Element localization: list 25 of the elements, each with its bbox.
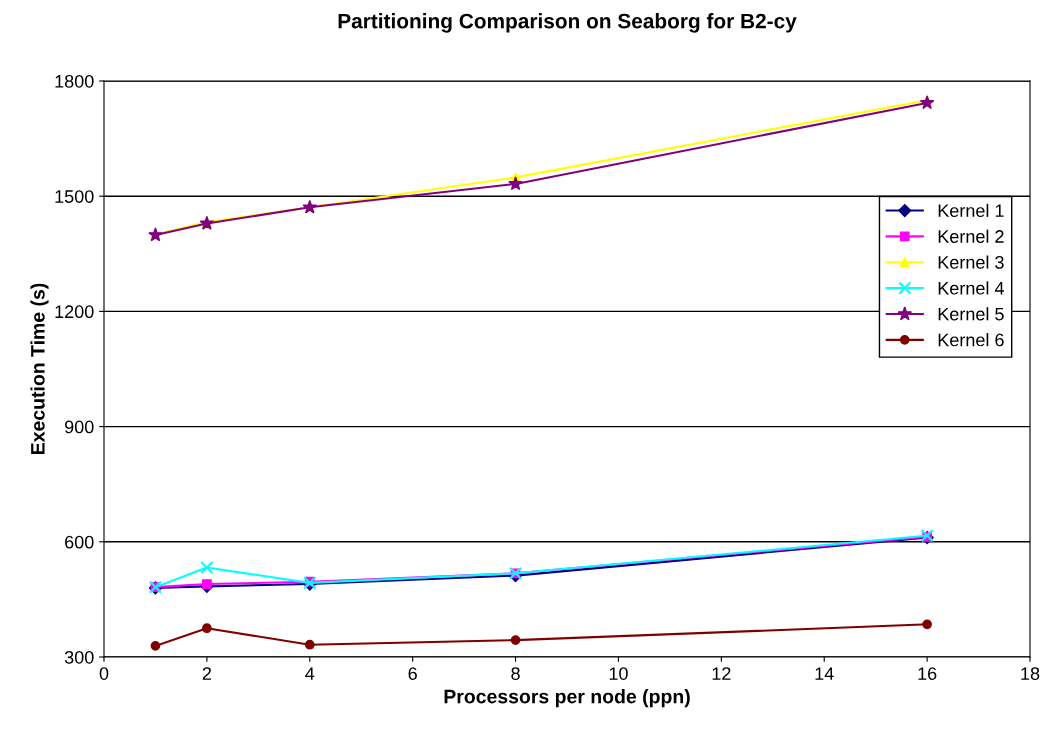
y-tick-label: 1800 — [55, 74, 94, 88]
legend-label: Kernel 3 — [938, 255, 1004, 269]
x-axis-title: Processors per node (ppn) — [444, 689, 690, 708]
legend-label: Kernel 2 — [938, 229, 1004, 243]
y-tick-label: 1200 — [55, 305, 94, 319]
x-tick-label: 16 — [918, 667, 937, 680]
x-tick-label: 0 — [99, 667, 109, 680]
x-tick-label: 4 — [305, 667, 315, 680]
y-axis-title: Execution Time (s) — [30, 283, 49, 454]
y-tick-label: 600 — [65, 535, 94, 549]
x-tick-label: 2 — [202, 667, 211, 680]
chart-title: Partitioning Comparison on Seaborg for B2-cy — [338, 13, 797, 33]
y-tick-label: 300 — [64, 650, 94, 664]
x-tick-label: 10 — [609, 667, 628, 680]
x-tick-label: 6 — [408, 667, 417, 680]
legend-label: Kernel 4 — [938, 281, 1004, 295]
x-tick-label: 8 — [511, 667, 520, 680]
legend-label: Kernel 6 — [938, 333, 1004, 347]
x-tick-label: 18 — [1021, 667, 1040, 680]
y-tick-label: 1500 — [55, 190, 94, 203]
legend-label: Kernel 5 — [938, 307, 1004, 321]
x-tick-label: 14 — [815, 667, 834, 680]
y-tick-label: 900 — [65, 420, 94, 434]
legend-label: Kernel 1 — [938, 203, 1004, 218]
x-tick-label: 12 — [712, 667, 731, 680]
